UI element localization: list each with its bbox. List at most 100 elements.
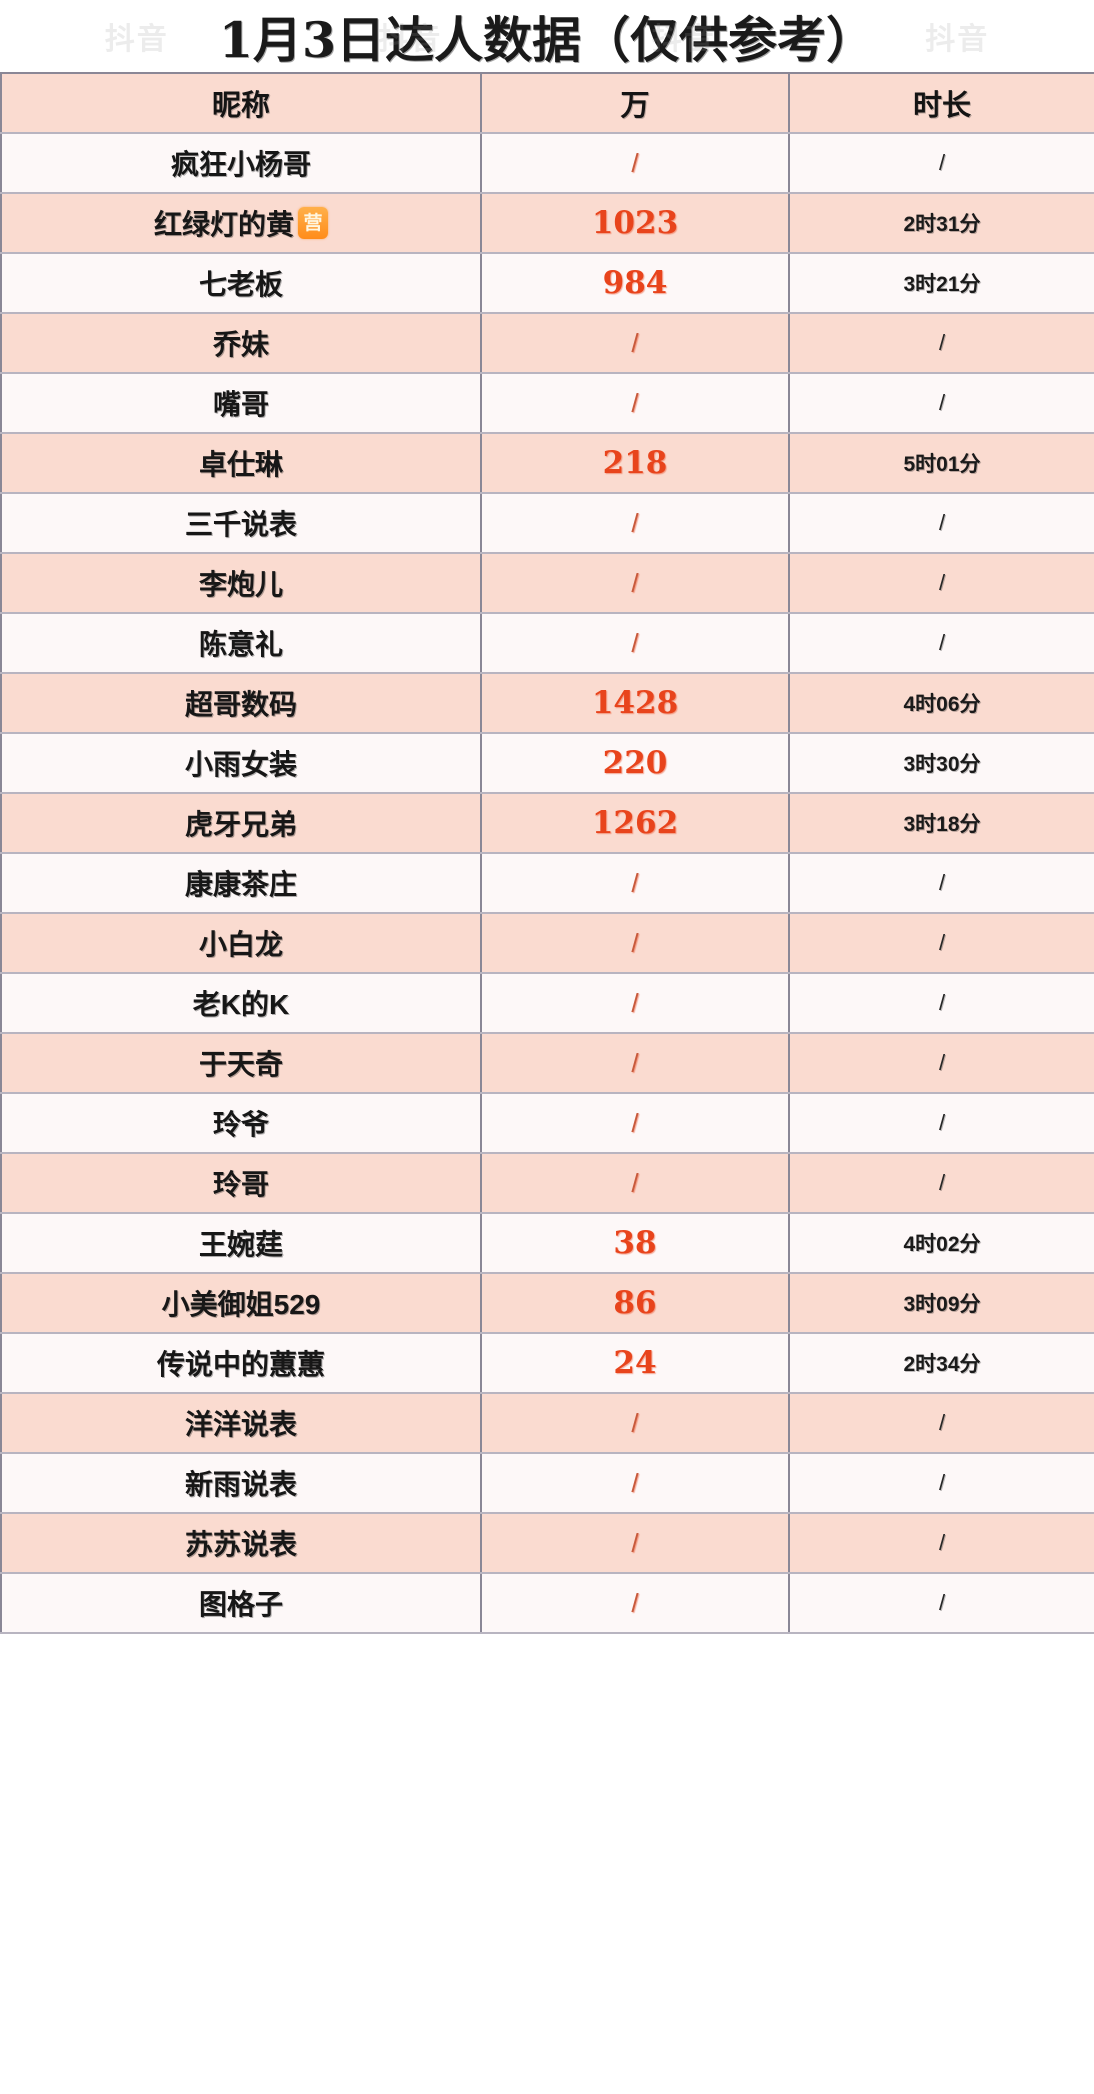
table-row: 虎牙兄弟 1262 3时18分 [0, 792, 1094, 854]
table-row: 红绿灯的黄营 1023 2时31分 [0, 192, 1094, 254]
cell-nickname: 虎牙兄弟 [0, 792, 482, 854]
cell-amount: 38 [480, 1212, 790, 1274]
nickname-wrapper: 洋洋说表 [185, 1403, 297, 1443]
nickname-text: 王婉莛 [198, 1229, 283, 1260]
cell-duration: 2时34分 [788, 1332, 1094, 1394]
cell-duration: / [788, 612, 1094, 674]
nickname-wrapper: 虎牙兄弟 [185, 803, 297, 843]
cell-amount: / [480, 1152, 790, 1214]
cell-amount: / [480, 612, 790, 674]
cell-nickname: 小美御姐529 [0, 1272, 482, 1334]
table-row: 玲爷 / / [0, 1092, 1094, 1154]
cell-amount: / [480, 1032, 790, 1094]
cell-amount: 218 [480, 432, 790, 494]
streamer-data-table: 昵称 万 时长 疯狂小杨哥 / / 红绿灯的黄营 1023 2时31分 七老板 984 3时21… [0, 72, 1094, 1634]
cell-duration: / [788, 972, 1094, 1034]
nickname-text: 虎牙兄弟 [184, 809, 297, 840]
nickname-text: 疯狂小杨哥 [170, 149, 311, 180]
cell-nickname: 玲爷 [0, 1092, 482, 1154]
nickname-text: 乔妹 [212, 329, 269, 360]
nickname-wrapper: 康康茶庄 [185, 863, 297, 903]
cell-nickname: 新雨说表 [0, 1452, 482, 1514]
nickname-wrapper: 嘴哥 [213, 383, 269, 423]
table-row: 七老板 984 3时21分 [0, 252, 1094, 314]
table-row: 传说中的蕙蕙 24 2时34分 [0, 1332, 1094, 1394]
cell-amount: / [480, 1572, 790, 1634]
cell-nickname: 乔妹 [0, 312, 482, 374]
nickname-text: 于天奇 [198, 1049, 283, 1080]
nickname-text: 图格子 [198, 1589, 283, 1620]
nickname-wrapper: 卓仕琳 [199, 443, 283, 483]
cell-amount: 1023 [480, 192, 790, 254]
nickname-text: 嘴哥 [212, 389, 269, 420]
watermark-text: 抖音 [925, 23, 990, 56]
cell-duration: / [788, 1032, 1094, 1094]
cell-amount: 24 [480, 1332, 790, 1394]
nickname-wrapper: 陈意礼 [199, 623, 283, 663]
cell-nickname: 卓仕琳 [0, 432, 482, 494]
cell-amount: 1262 [480, 792, 790, 854]
column-header-amount: 万 [480, 72, 790, 134]
nickname-wrapper: 李炮儿 [199, 563, 283, 603]
nickname-wrapper: 图格子 [199, 1583, 283, 1623]
nickname-wrapper: 小美御姐529 [162, 1283, 321, 1323]
cell-amount: / [480, 132, 790, 194]
cell-duration: / [788, 492, 1094, 554]
nickname-wrapper: 小雨女装 [185, 743, 297, 783]
cell-nickname: 三千说表 [0, 492, 482, 554]
table-row: 疯狂小杨哥 / / [0, 132, 1094, 194]
cell-amount: 984 [480, 252, 790, 314]
cell-nickname: 康康茶庄 [0, 852, 482, 914]
table-row: 新雨说表 / / [0, 1452, 1094, 1514]
cell-amount: / [480, 492, 790, 554]
cell-nickname: 超哥数码 [0, 672, 482, 734]
cell-amount: / [480, 972, 790, 1034]
cell-nickname: 李炮儿 [0, 552, 482, 614]
nickname-text: 七老板 [198, 269, 283, 300]
table-row: 陈意礼 / / [0, 612, 1094, 674]
nickname-text: 陈意礼 [198, 629, 283, 660]
table-row: 于天奇 / / [0, 1032, 1094, 1094]
table-row: 三千说表 / / [0, 492, 1094, 554]
cell-nickname: 红绿灯的黄营 [0, 192, 482, 254]
cell-duration: / [788, 1452, 1094, 1514]
cell-nickname: 传说中的蕙蕙 [0, 1332, 482, 1394]
table-row: 卓仕琳 218 5时01分 [0, 432, 1094, 494]
table-row: 王婉莛 38 4时02分 [0, 1212, 1094, 1274]
cell-duration: 4时02分 [788, 1212, 1094, 1274]
nickname-text: 老K的K [192, 989, 290, 1020]
nickname-text: 小雨女装 [184, 749, 297, 780]
nickname-wrapper: 新雨说表 [185, 1463, 297, 1503]
nickname-text: 新雨说表 [184, 1469, 297, 1500]
nickname-wrapper: 王婉莛 [199, 1223, 283, 1263]
cell-duration: / [788, 912, 1094, 974]
cell-amount: / [480, 1092, 790, 1154]
cell-duration: 2时31分 [788, 192, 1094, 254]
cell-duration: 4时06分 [788, 672, 1094, 734]
cell-nickname: 于天奇 [0, 1032, 482, 1094]
cell-duration: / [788, 552, 1094, 614]
cell-duration: / [788, 852, 1094, 914]
cell-duration: 3时30分 [788, 732, 1094, 794]
cell-duration: / [788, 1512, 1094, 1574]
nickname-wrapper: 红绿灯的黄营 [154, 203, 328, 243]
nickname-wrapper: 小白龙 [199, 923, 283, 963]
nickname-wrapper: 传说中的蕙蕙 [157, 1343, 325, 1383]
nickname-text: 苏苏说表 [184, 1529, 297, 1560]
nickname-text: 超哥数码 [184, 689, 297, 720]
verified-badge-icon: 营 [298, 207, 328, 239]
table-row: 小雨女装 220 3时30分 [0, 732, 1094, 794]
cell-amount: / [480, 1392, 790, 1454]
nickname-text: 玲爷 [212, 1109, 269, 1140]
cell-amount: / [480, 552, 790, 614]
cell-duration: / [788, 312, 1094, 374]
nickname-wrapper: 乔妹 [213, 323, 269, 363]
cell-nickname: 七老板 [0, 252, 482, 314]
cell-amount: / [480, 1512, 790, 1574]
cell-duration: / [788, 1092, 1094, 1154]
nickname-wrapper: 七老板 [199, 263, 283, 303]
cell-duration: / [788, 372, 1094, 434]
table-header: 昵称 万 时长 [0, 72, 1094, 134]
watermark-text: 抖音 [104, 23, 169, 56]
nickname-wrapper: 玲爷 [213, 1103, 269, 1143]
